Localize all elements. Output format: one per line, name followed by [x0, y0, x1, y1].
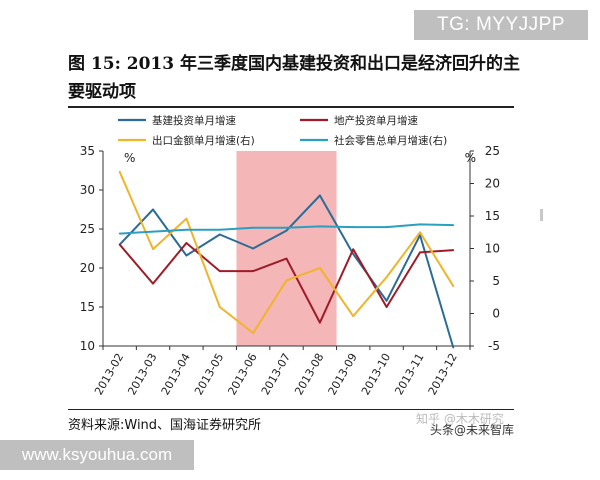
- right-tick-label: 5: [492, 274, 500, 288]
- series-point-3: [452, 285, 455, 288]
- series-point-3: [152, 248, 154, 251]
- scrollbar-thumb[interactable]: [540, 209, 543, 221]
- series-point-4: [218, 228, 221, 231]
- series-point-2: [252, 270, 255, 273]
- series-point-4: [285, 226, 288, 229]
- source-divider: [68, 409, 514, 410]
- series-point-2: [452, 249, 455, 251]
- left-tick-label: 15: [80, 300, 95, 314]
- x-tick-label: 2013-02: [92, 351, 126, 397]
- series-point-3: [218, 306, 221, 308]
- title-divider: [68, 106, 514, 108]
- series-point-2: [352, 248, 355, 251]
- series-point-1: [218, 233, 221, 236]
- series-point-2: [385, 306, 388, 308]
- series-point-1: [452, 346, 455, 349]
- x-tick-label: 2013-10: [359, 351, 393, 397]
- left-tick-label: 20: [80, 261, 95, 275]
- right-tick-label: -5: [488, 339, 500, 353]
- series-point-3: [118, 170, 121, 173]
- legend-label-3: 出口金额单月增速(右): [152, 134, 255, 147]
- series-point-2: [419, 251, 421, 254]
- series-point-1: [285, 229, 288, 232]
- x-tick-label: 2013-04: [159, 351, 193, 397]
- left-tick-label: 35: [80, 144, 95, 158]
- right-tick-label: 0: [492, 307, 500, 321]
- series-point-3: [252, 332, 255, 334]
- left-tick-label: 25: [80, 222, 95, 236]
- x-tick-label: 2013-08: [292, 351, 326, 397]
- series-point-4: [452, 224, 455, 227]
- series-point-2: [285, 257, 288, 260]
- series-point-4: [318, 225, 321, 228]
- telegram-badge: TG: MYYJJPP: [414, 10, 588, 40]
- x-tick-label: 2013-03: [125, 351, 159, 397]
- series-point-4: [185, 228, 188, 231]
- x-tick-label: 2013-11: [392, 351, 426, 397]
- source-note: 资料来源:Wind、国海证券研究所: [68, 418, 262, 433]
- right-tick-label: 20: [485, 177, 500, 191]
- series-point-1: [352, 253, 355, 255]
- series-point-3: [385, 276, 388, 278]
- series-point-3: [185, 217, 188, 220]
- x-tick-label: 2013-07: [259, 351, 293, 397]
- series-point-4: [385, 226, 388, 228]
- series-point-4: [252, 226, 255, 229]
- x-tick-label: 2013-09: [326, 351, 360, 397]
- series-point-4: [419, 223, 421, 226]
- series-point-1: [385, 299, 388, 302]
- series-point-3: [318, 267, 321, 269]
- series-point-3: [419, 231, 421, 234]
- legend-label-2: 地产投资单月增速: [334, 114, 418, 127]
- series-point-1: [318, 194, 321, 197]
- series-point-2: [218, 270, 221, 273]
- left-tick-label: 30: [80, 183, 95, 197]
- x-tick-label: 2013-05: [192, 351, 226, 397]
- legend-label-4: 社会零售总单月增速(右): [334, 134, 447, 147]
- website-badge: www.ksyouhua.com: [0, 440, 194, 470]
- series-point-1: [152, 208, 154, 211]
- x-tick-label: 2013-06: [225, 351, 259, 397]
- left-axis-unit: %: [124, 151, 135, 165]
- right-axis-unit: %: [465, 151, 476, 165]
- series-point-2: [318, 321, 321, 324]
- watermark: 头条@未来智库: [430, 423, 515, 437]
- watermark-faint: 知乎 @木木研究: [416, 412, 504, 426]
- left-tick-label: 10: [80, 339, 95, 353]
- right-tick-label: 15: [485, 209, 500, 223]
- series-point-3: [352, 315, 355, 317]
- series-point-2: [152, 282, 154, 285]
- series-point-4: [352, 226, 355, 228]
- series-point-3: [285, 279, 288, 282]
- figure-title: 图 15: 2013 年三季度国内基建投资和出口是经济回升的主要驱动项: [68, 54, 521, 102]
- series-point-2: [118, 243, 121, 246]
- right-tick-label: 25: [485, 144, 500, 158]
- series-point-1: [185, 254, 188, 257]
- legend-label-1: 基建投资单月增速: [152, 114, 236, 127]
- series-point-4: [152, 230, 154, 233]
- right-tick-label: 10: [485, 242, 500, 256]
- series-point-2: [185, 242, 188, 244]
- series-point-1: [252, 247, 255, 250]
- x-tick-label: 2013-12: [426, 351, 460, 397]
- series-point-4: [118, 232, 121, 235]
